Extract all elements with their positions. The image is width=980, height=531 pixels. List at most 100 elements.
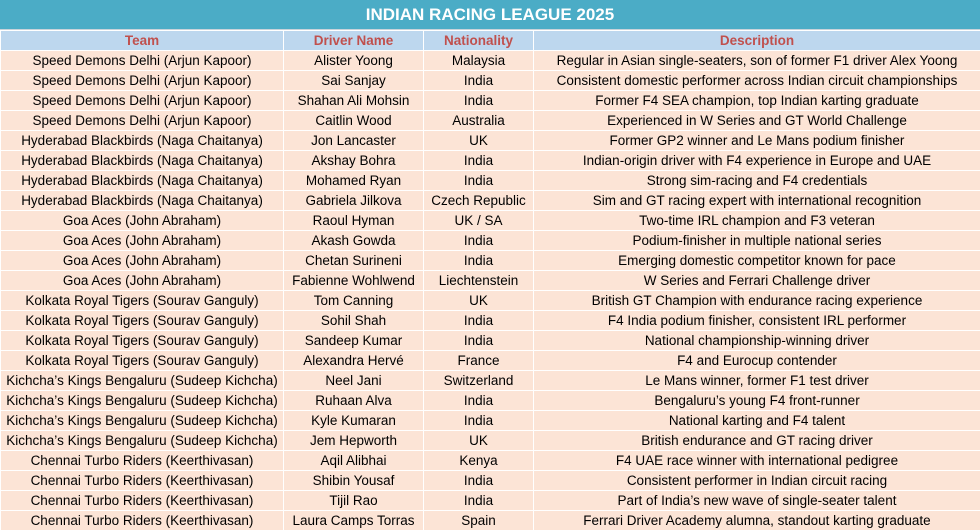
- header-nationality[interactable]: Nationality: [424, 31, 534, 51]
- team-cell[interactable]: Goa Aces (John Abraham): [1, 231, 284, 251]
- description-cell[interactable]: Bengaluru’s young F4 front-runner: [534, 391, 980, 411]
- nationality-cell[interactable]: UK: [424, 431, 534, 451]
- driver-name-cell[interactable]: Shahan Ali Mohsin: [284, 91, 424, 111]
- nationality-cell[interactable]: Czech Republic: [424, 191, 534, 211]
- driver-name-cell[interactable]: Aqil Alibhai: [284, 451, 424, 471]
- team-cell[interactable]: Chennai Turbo Riders (Keerthivasan): [1, 451, 284, 471]
- description-cell[interactable]: Ferrari Driver Academy alumna, standout …: [534, 511, 980, 531]
- description-cell[interactable]: National championship-winning driver: [534, 331, 980, 351]
- description-cell[interactable]: National karting and F4 talent: [534, 411, 980, 431]
- nationality-cell[interactable]: Kenya: [424, 451, 534, 471]
- team-cell[interactable]: Speed Demons Delhi (Arjun Kapoor): [1, 111, 284, 131]
- driver-name-cell[interactable]: Neel Jani: [284, 371, 424, 391]
- nationality-cell[interactable]: India: [424, 231, 534, 251]
- driver-name-cell[interactable]: Tijil Rao: [284, 491, 424, 511]
- nationality-cell[interactable]: India: [424, 391, 534, 411]
- driver-name-cell[interactable]: Jon Lancaster: [284, 131, 424, 151]
- driver-name-cell[interactable]: Alexandra Hervé: [284, 351, 424, 371]
- nationality-cell[interactable]: Switzerland: [424, 371, 534, 391]
- nationality-cell[interactable]: Spain: [424, 511, 534, 531]
- nationality-cell[interactable]: India: [424, 491, 534, 511]
- nationality-cell[interactable]: UK: [424, 291, 534, 311]
- nationality-cell[interactable]: India: [424, 471, 534, 491]
- driver-name-cell[interactable]: Tom Canning: [284, 291, 424, 311]
- team-cell[interactable]: Kolkata Royal Tigers (Sourav Ganguly): [1, 351, 284, 371]
- nationality-cell[interactable]: India: [424, 251, 534, 271]
- description-cell[interactable]: British endurance and GT racing driver: [534, 431, 980, 451]
- nationality-cell[interactable]: India: [424, 71, 534, 91]
- nationality-cell[interactable]: UK / SA: [424, 211, 534, 231]
- driver-name-cell[interactable]: Chetan Surineni: [284, 251, 424, 271]
- description-cell[interactable]: Consistent performer in Indian circuit r…: [534, 471, 980, 491]
- driver-name-cell[interactable]: Sohil Shah: [284, 311, 424, 331]
- team-cell[interactable]: Speed Demons Delhi (Arjun Kapoor): [1, 91, 284, 111]
- driver-name-cell[interactable]: Sai Sanjay: [284, 71, 424, 91]
- team-cell[interactable]: Kolkata Royal Tigers (Sourav Ganguly): [1, 291, 284, 311]
- description-cell[interactable]: F4 India podium finisher, consistent IRL…: [534, 311, 980, 331]
- team-cell[interactable]: Kolkata Royal Tigers (Sourav Ganguly): [1, 331, 284, 351]
- team-cell[interactable]: Speed Demons Delhi (Arjun Kapoor): [1, 51, 284, 71]
- description-cell[interactable]: Regular in Asian single-seaters, son of …: [534, 51, 980, 71]
- header-description[interactable]: Description: [534, 31, 980, 51]
- driver-name-cell[interactable]: Ruhaan Alva: [284, 391, 424, 411]
- driver-name-cell[interactable]: Jem Hepworth: [284, 431, 424, 451]
- driver-name-cell[interactable]: Mohamed Ryan: [284, 171, 424, 191]
- nationality-cell[interactable]: India: [424, 91, 534, 111]
- description-cell[interactable]: W Series and Ferrari Challenge driver: [534, 271, 980, 291]
- driver-name-cell[interactable]: Laura Camps Torras: [284, 511, 424, 531]
- header-driver-name[interactable]: Driver Name: [284, 31, 424, 51]
- description-cell[interactable]: Podium-finisher in multiple national ser…: [534, 231, 980, 251]
- description-cell[interactable]: Experienced in W Series and GT World Cha…: [534, 111, 980, 131]
- team-cell[interactable]: Kichcha’s Kings Bengaluru (Sudeep Kichch…: [1, 371, 284, 391]
- description-cell[interactable]: Emerging domestic competitor known for p…: [534, 251, 980, 271]
- nationality-cell[interactable]: Australia: [424, 111, 534, 131]
- team-cell[interactable]: Kichcha’s Kings Bengaluru (Sudeep Kichch…: [1, 391, 284, 411]
- team-cell[interactable]: Kichcha’s Kings Bengaluru (Sudeep Kichch…: [1, 411, 284, 431]
- team-cell[interactable]: Goa Aces (John Abraham): [1, 251, 284, 271]
- nationality-cell[interactable]: India: [424, 411, 534, 431]
- description-cell[interactable]: Consistent domestic performer across Ind…: [534, 71, 980, 91]
- nationality-cell[interactable]: India: [424, 171, 534, 191]
- driver-name-cell[interactable]: Kyle Kumaran: [284, 411, 424, 431]
- driver-name-cell[interactable]: Akshay Bohra: [284, 151, 424, 171]
- nationality-cell[interactable]: India: [424, 311, 534, 331]
- description-cell[interactable]: Le Mans winner, former F1 test driver: [534, 371, 980, 391]
- driver-name-cell[interactable]: Caitlin Wood: [284, 111, 424, 131]
- description-cell[interactable]: Two-time IRL champion and F3 veteran: [534, 211, 980, 231]
- description-cell[interactable]: Part of India’s new wave of single-seate…: [534, 491, 980, 511]
- driver-name-cell[interactable]: Shibin Yousaf: [284, 471, 424, 491]
- driver-name-cell[interactable]: Raoul Hyman: [284, 211, 424, 231]
- team-cell[interactable]: Goa Aces (John Abraham): [1, 271, 284, 291]
- description-cell[interactable]: Former F4 SEA champion, top Indian karti…: [534, 91, 980, 111]
- description-cell[interactable]: Former GP2 winner and Le Mans podium fin…: [534, 131, 980, 151]
- nationality-cell[interactable]: France: [424, 351, 534, 371]
- team-cell[interactable]: Kolkata Royal Tigers (Sourav Ganguly): [1, 311, 284, 331]
- header-team[interactable]: Team: [1, 31, 284, 51]
- team-cell[interactable]: Kichcha’s Kings Bengaluru (Sudeep Kichch…: [1, 431, 284, 451]
- description-cell[interactable]: F4 UAE race winner with international pe…: [534, 451, 980, 471]
- team-cell[interactable]: Hyderabad Blackbirds (Naga Chaitanya): [1, 151, 284, 171]
- team-cell[interactable]: Speed Demons Delhi (Arjun Kapoor): [1, 71, 284, 91]
- driver-name-cell[interactable]: Akash Gowda: [284, 231, 424, 251]
- driver-name-cell[interactable]: Sandeep Kumar: [284, 331, 424, 351]
- description-cell[interactable]: Strong sim-racing and F4 credentials: [534, 171, 980, 191]
- team-cell[interactable]: Hyderabad Blackbirds (Naga Chaitanya): [1, 171, 284, 191]
- team-cell[interactable]: Hyderabad Blackbirds (Naga Chaitanya): [1, 191, 284, 211]
- team-cell[interactable]: Chennai Turbo Riders (Keerthivasan): [1, 511, 284, 531]
- team-cell[interactable]: Hyderabad Blackbirds (Naga Chaitanya): [1, 131, 284, 151]
- description-cell[interactable]: Indian-origin driver with F4 experience …: [534, 151, 980, 171]
- description-cell[interactable]: Sim and GT racing expert with internatio…: [534, 191, 980, 211]
- driver-name-cell[interactable]: Fabienne Wohlwend: [284, 271, 424, 291]
- nationality-cell[interactable]: India: [424, 331, 534, 351]
- driver-name-cell[interactable]: Gabriela Jilkova: [284, 191, 424, 211]
- team-cell[interactable]: Chennai Turbo Riders (Keerthivasan): [1, 491, 284, 511]
- nationality-cell[interactable]: Liechtenstein: [424, 271, 534, 291]
- team-cell[interactable]: Goa Aces (John Abraham): [1, 211, 284, 231]
- nationality-cell[interactable]: Malaysia: [424, 51, 534, 71]
- team-cell[interactable]: Chennai Turbo Riders (Keerthivasan): [1, 471, 284, 491]
- nationality-cell[interactable]: UK: [424, 131, 534, 151]
- description-cell[interactable]: F4 and Eurocup contender: [534, 351, 980, 371]
- description-cell[interactable]: British GT Champion with endurance racin…: [534, 291, 980, 311]
- nationality-cell[interactable]: India: [424, 151, 534, 171]
- driver-name-cell[interactable]: Alister Yoong: [284, 51, 424, 71]
